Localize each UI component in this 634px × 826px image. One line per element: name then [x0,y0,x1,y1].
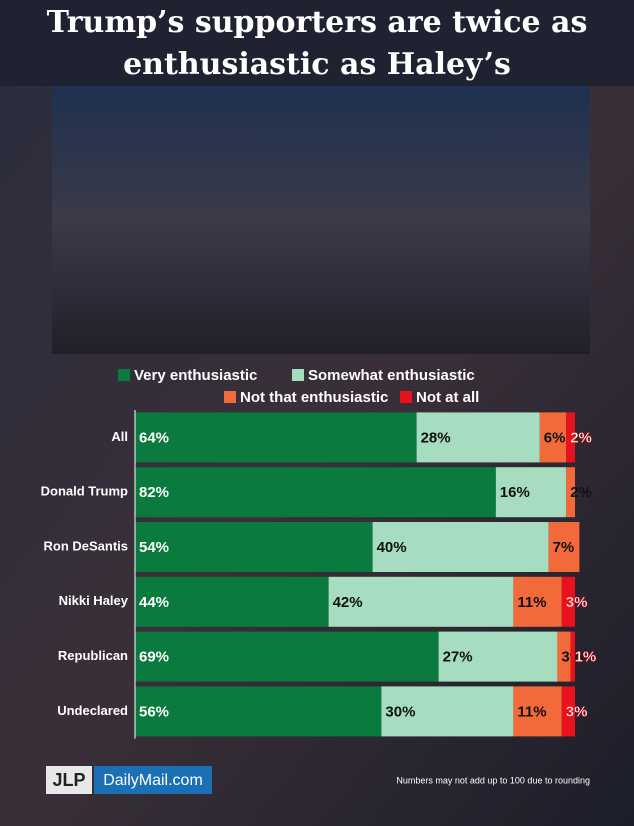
bar-segment [570,631,575,682]
data-label: 82% [139,484,169,501]
bar-segment [539,412,567,463]
legend-swatch [224,391,236,403]
category-label: Nikki Haley [59,593,129,608]
data-label: 27% [443,649,473,666]
data-label: 1% [575,649,597,666]
data-label: 42% [333,594,363,611]
category-label: Ron DeSantis [43,538,128,553]
bar-segment [135,686,382,737]
data-label: 11% [517,594,546,611]
data-label: 56% [139,703,169,720]
bar-segment [328,576,514,627]
bar-segment [416,412,540,463]
logo-jlp: JLP [52,770,85,790]
bar-segment [438,631,558,682]
bar-segment [381,686,514,737]
logo-box [46,766,92,794]
bar-segment [135,576,329,627]
photo [52,86,590,354]
data-label: 7% [553,539,575,556]
bar-segment [495,467,567,518]
data-label: 6% [544,429,566,446]
footnote: Numbers may not add up to 100 due to rou… [396,775,590,785]
category-label: Undeclared [57,703,128,718]
legend-swatch [292,369,304,381]
logo-box [94,766,212,794]
data-label: 64% [139,429,169,446]
data-label: 11% [517,703,546,720]
bar-segment [135,631,439,682]
bar-segment [548,522,580,572]
legend-label: Very enthusiastic [134,367,257,384]
bar-segment [372,522,549,572]
category-label: Republican [58,648,128,663]
data-label: 44% [139,594,169,611]
category-label: Donald Trump [41,484,128,499]
bar-segment [561,686,575,737]
category-label: All [111,429,128,444]
data-label: 3% [566,594,588,611]
data-label: 28% [421,429,451,446]
bar-segment [513,576,562,627]
data-label: 16% [500,484,530,501]
chart-title: Trump’s supporters are twice as enthusia… [46,5,588,82]
legend-label: Not at all [416,389,479,406]
legend-label: Not that enthusiastic [240,389,388,406]
data-label: 2% [570,429,592,446]
data-label: 40% [377,539,407,556]
bar-segment [566,412,575,463]
bar-segment [561,576,575,627]
logo-dailymail: DailyMail.com [103,772,203,789]
bar-segment [135,467,496,518]
bar-segment [557,631,571,682]
bar-segment [135,412,417,463]
data-label: 30% [385,703,415,720]
legend-swatch [118,369,130,381]
data-label: 69% [139,649,169,666]
data-label: 54% [139,539,169,556]
bar-segment [135,522,373,572]
bar-segment [566,467,575,518]
legend-swatch [400,391,412,403]
legend-label: Somewhat enthusiastic [308,367,475,384]
data-label: 3% [566,703,588,720]
data-label: 2% [570,484,592,501]
bar-segment [513,686,562,737]
